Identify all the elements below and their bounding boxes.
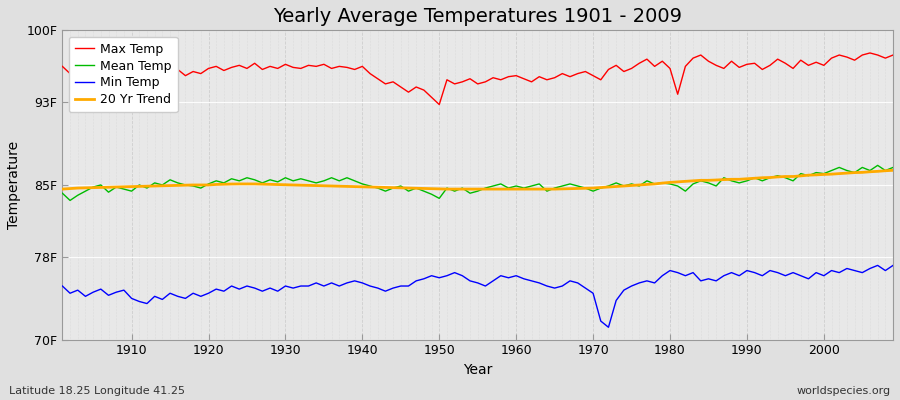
Max Temp [865,50,876,55]
Mean Temp [65,198,76,203]
Min Temp [334,284,345,288]
X-axis label: Year: Year [463,363,492,377]
Y-axis label: Temperature: Temperature [7,141,21,229]
Mean Temp [295,176,306,181]
20 Yr Trend [288,182,299,187]
Max Temp [119,71,130,76]
Min Temp [119,288,130,292]
Min Temp [603,325,614,330]
Max Temp [511,73,522,78]
Text: worldspecies.org: worldspecies.org [796,386,891,396]
Mean Temp [887,165,898,170]
Mean Temp [518,186,529,190]
Line: Min Temp: Min Temp [62,265,893,327]
Max Temp [611,63,622,68]
Min Temp [611,298,622,303]
20 Yr Trend [57,187,68,192]
Mean Temp [57,191,68,196]
20 Yr Trend [503,187,514,192]
Mean Temp [611,180,622,185]
Title: Yearly Average Temperatures 1901 - 2009: Yearly Average Temperatures 1901 - 2009 [274,7,682,26]
Mean Temp [511,184,522,188]
Min Temp [887,263,898,268]
Max Temp [288,65,299,70]
Mean Temp [342,175,353,180]
Min Temp [288,286,299,290]
Max Temp [57,64,68,69]
20 Yr Trend [119,184,130,189]
Line: Max Temp: Max Temp [62,53,893,104]
Mean Temp [872,163,883,168]
Min Temp [503,275,514,280]
Min Temp [872,263,883,268]
20 Yr Trend [334,184,345,188]
Max Temp [334,64,345,69]
Max Temp [518,76,529,81]
Max Temp [887,53,898,58]
Legend: Max Temp, Mean Temp, Min Temp, 20 Yr Trend: Max Temp, Mean Temp, Min Temp, 20 Yr Tre… [68,36,177,112]
Line: 20 Yr Trend: 20 Yr Trend [62,170,893,189]
Max Temp [434,102,445,107]
Min Temp [57,284,68,288]
20 Yr Trend [887,168,898,173]
Min Temp [511,273,522,278]
20 Yr Trend [603,185,614,190]
Line: Mean Temp: Mean Temp [62,165,893,200]
Text: Latitude 18.25 Longitude 41.25: Latitude 18.25 Longitude 41.25 [9,386,185,396]
Mean Temp [126,189,137,194]
20 Yr Trend [511,187,522,192]
